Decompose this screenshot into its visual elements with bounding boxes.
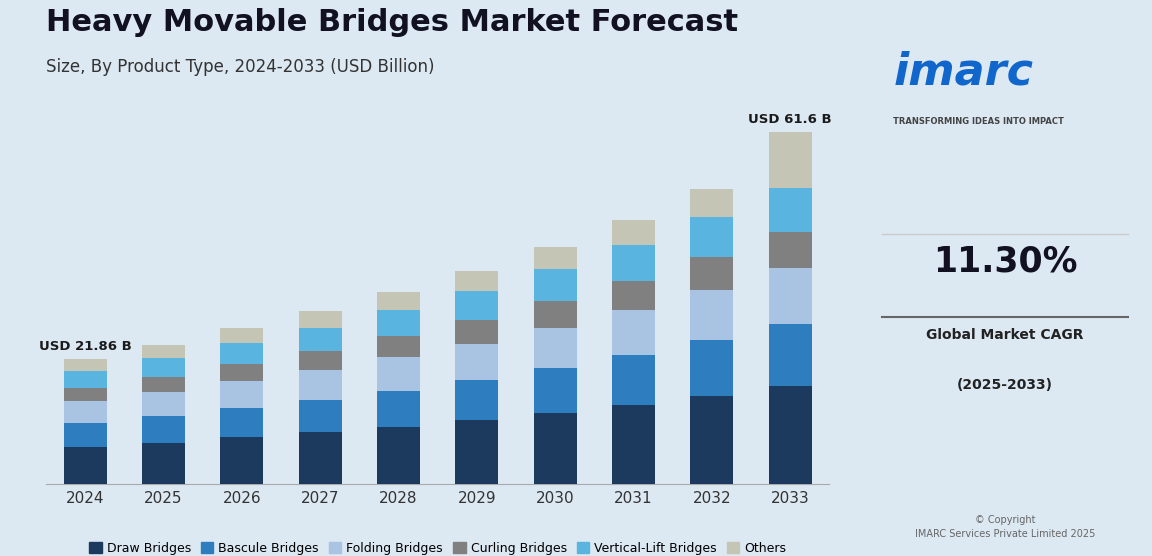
Bar: [63, 446, 107, 484]
Bar: [63, 388, 107, 401]
Bar: [298, 370, 342, 400]
Bar: [142, 393, 185, 416]
Bar: [377, 336, 420, 358]
Bar: [455, 380, 499, 420]
Bar: [690, 340, 734, 396]
Bar: [533, 368, 577, 413]
Bar: [298, 351, 342, 370]
Bar: [612, 220, 655, 245]
Bar: [690, 217, 734, 257]
Legend: Draw Bridges, Bascule Bridges, Folding Bridges, Curling Bridges, Vertical-Lift B: Draw Bridges, Bascule Bridges, Folding B…: [84, 537, 791, 556]
Text: Size, By Product Type, 2024-2033 (USD Billion): Size, By Product Type, 2024-2033 (USD Bi…: [46, 58, 434, 76]
Bar: [142, 443, 185, 484]
Bar: [768, 269, 812, 324]
Bar: [63, 401, 107, 423]
Bar: [690, 396, 734, 484]
Bar: [533, 327, 577, 368]
Bar: [220, 343, 264, 364]
Bar: [533, 246, 577, 270]
Bar: [377, 310, 420, 336]
Bar: [455, 271, 499, 291]
Bar: [298, 311, 342, 327]
Bar: [533, 301, 577, 327]
Bar: [220, 381, 264, 408]
Bar: [612, 245, 655, 281]
Bar: [377, 292, 420, 310]
Bar: [142, 416, 185, 443]
Text: imarc: imarc: [894, 50, 1033, 93]
Bar: [142, 358, 185, 377]
Bar: [298, 433, 342, 484]
Bar: [298, 400, 342, 433]
Bar: [690, 257, 734, 290]
Bar: [612, 405, 655, 484]
Bar: [377, 358, 420, 390]
Bar: [220, 408, 264, 438]
Bar: [63, 371, 107, 388]
Bar: [612, 281, 655, 310]
Bar: [690, 190, 734, 217]
Bar: [612, 310, 655, 355]
Bar: [298, 327, 342, 351]
Text: USD 21.86 B: USD 21.86 B: [39, 340, 131, 353]
Bar: [455, 291, 499, 320]
Bar: [377, 390, 420, 426]
Bar: [377, 426, 420, 484]
Bar: [768, 386, 812, 484]
Text: © Copyright
IMARC Services Private Limited 2025: © Copyright IMARC Services Private Limit…: [915, 515, 1096, 539]
Text: USD 61.6 B: USD 61.6 B: [749, 113, 832, 126]
Bar: [220, 364, 264, 381]
Bar: [612, 355, 655, 405]
Text: (2025-2033): (2025-2033): [957, 378, 1053, 392]
Text: Heavy Movable Bridges Market Forecast: Heavy Movable Bridges Market Forecast: [46, 8, 738, 37]
Bar: [768, 132, 812, 188]
Bar: [142, 345, 185, 358]
Bar: [768, 324, 812, 386]
Text: Global Market CAGR: Global Market CAGR: [926, 328, 1084, 342]
Bar: [455, 320, 499, 344]
Bar: [455, 344, 499, 380]
Bar: [63, 359, 107, 371]
Text: TRANSFORMING IDEAS INTO IMPACT: TRANSFORMING IDEAS INTO IMPACT: [894, 117, 1064, 126]
Bar: [768, 188, 812, 232]
Bar: [690, 290, 734, 340]
Bar: [533, 413, 577, 484]
Bar: [533, 270, 577, 301]
Bar: [63, 423, 107, 446]
Bar: [455, 420, 499, 484]
Bar: [220, 328, 264, 343]
Text: 11.30%: 11.30%: [933, 245, 1077, 279]
Bar: [768, 232, 812, 269]
Bar: [220, 438, 264, 484]
Bar: [142, 377, 185, 393]
